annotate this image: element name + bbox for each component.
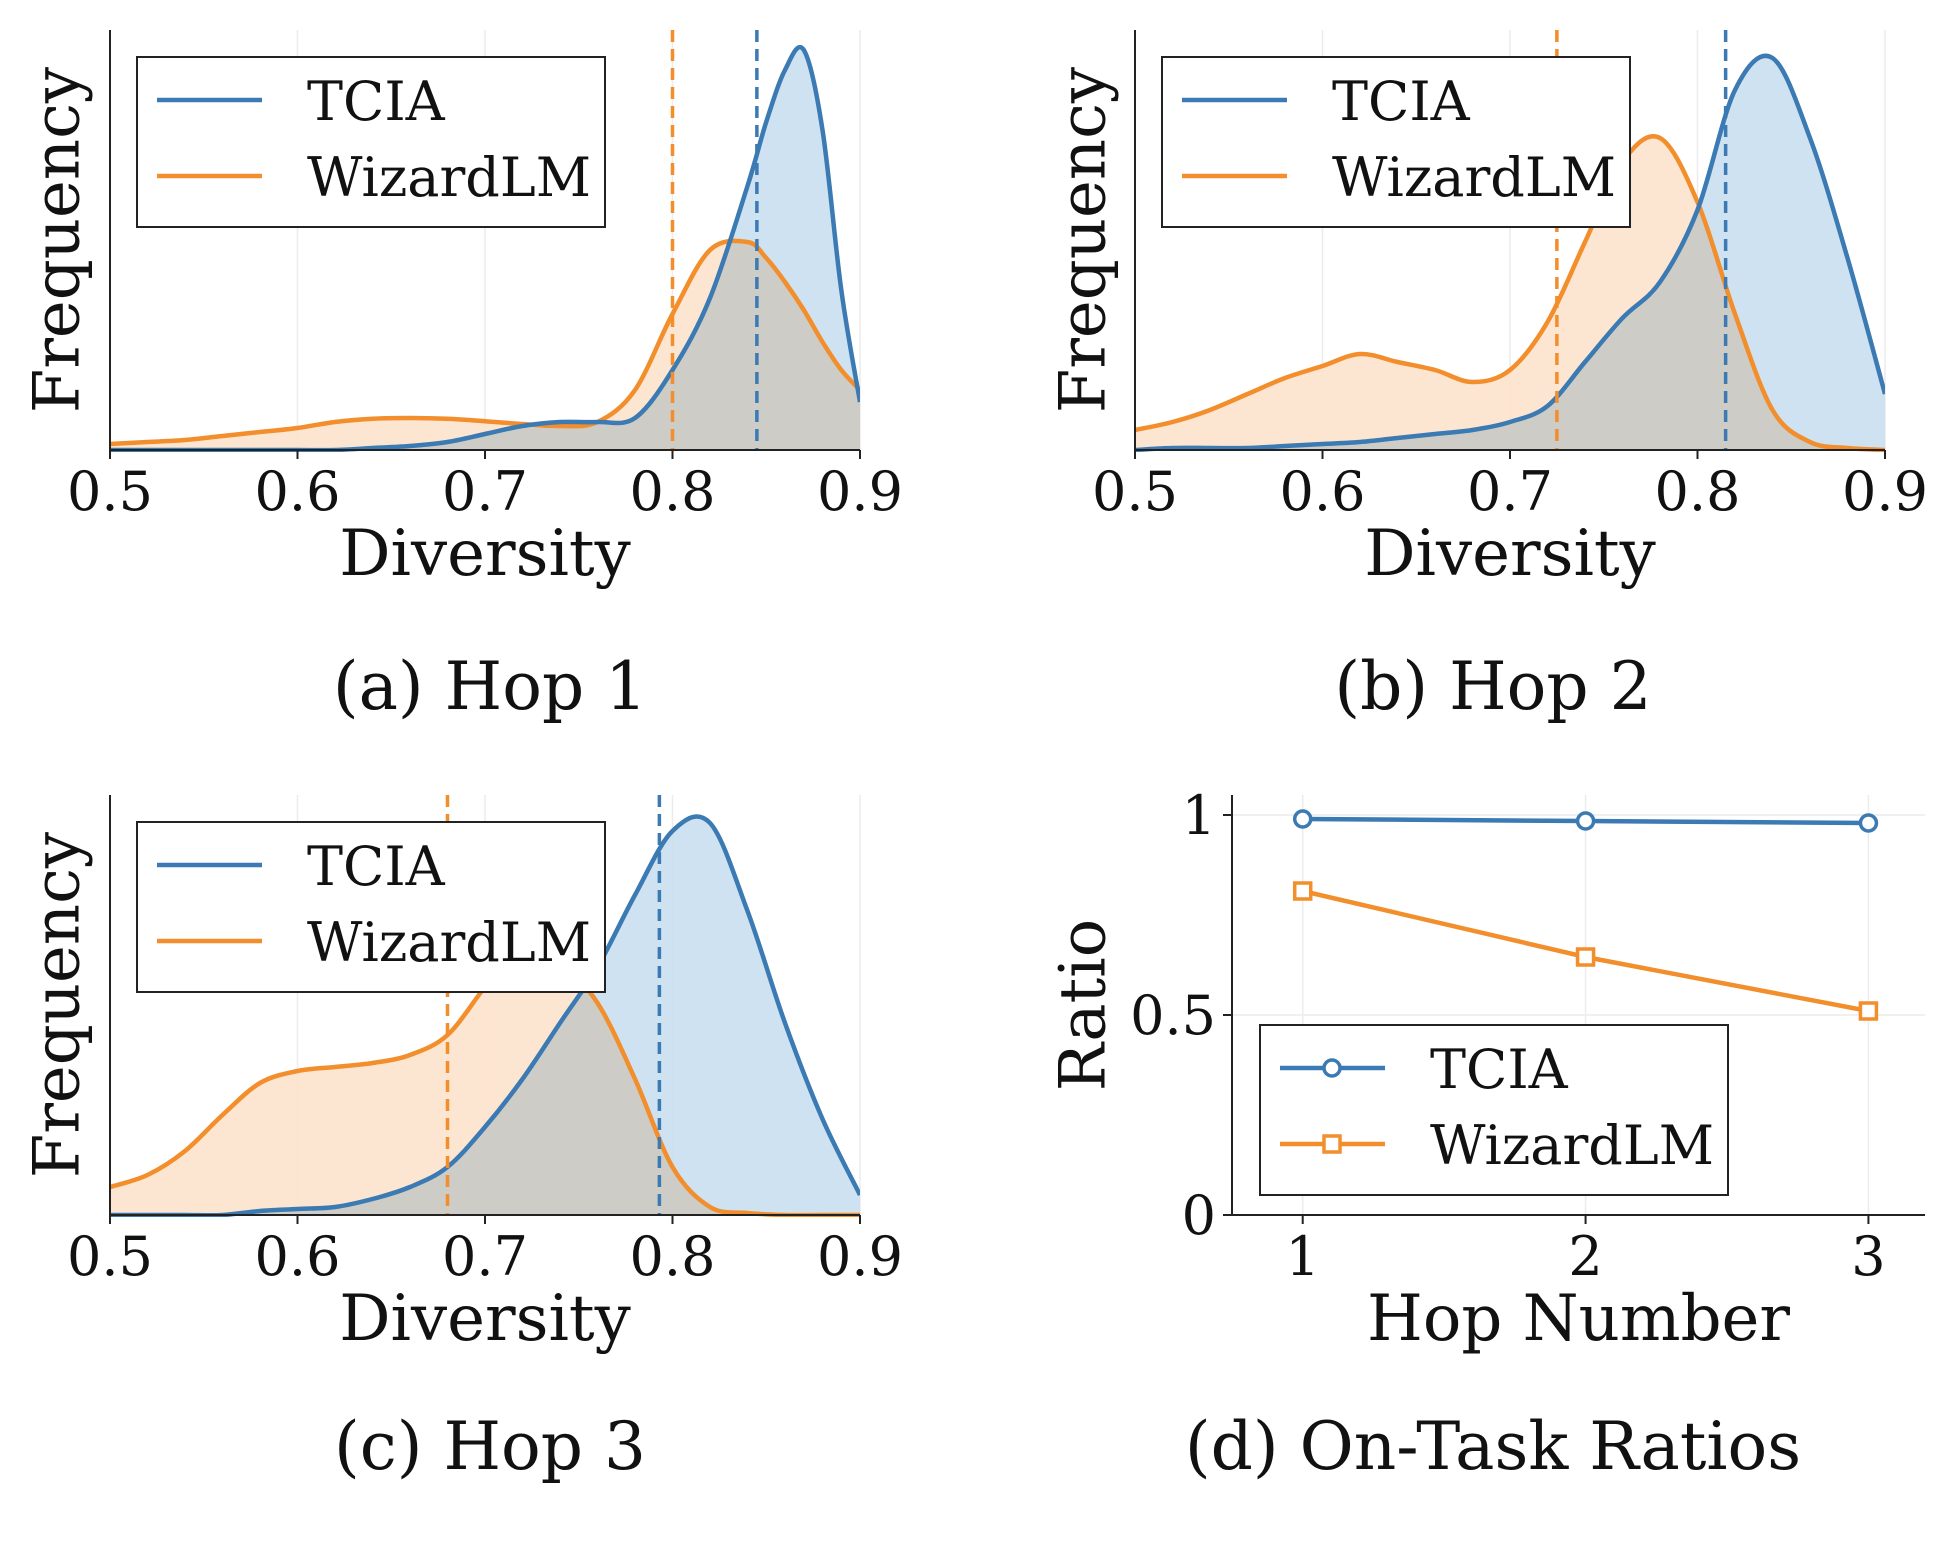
data-point-wizardlm bbox=[1575, 947, 1596, 967]
x-tick-label: 0.5 bbox=[1092, 460, 1178, 523]
x-tick-label: 0.8 bbox=[630, 1225, 716, 1288]
density-fill-tcia bbox=[110, 816, 860, 1216]
x-tick-label: 0.7 bbox=[442, 460, 528, 523]
caption-d: (d) On-Task Ratios bbox=[1184, 1408, 1802, 1485]
data-point-tcia bbox=[1292, 809, 1313, 829]
plot-area bbox=[1135, 53, 1885, 452]
density-line-tcia bbox=[1135, 53, 1885, 452]
y-tick-label: 0 bbox=[1182, 1184, 1216, 1247]
y-axis-label: Ratio bbox=[1047, 919, 1121, 1092]
legend: TCIA WizardLM bbox=[1161, 56, 1631, 228]
legend: TCIA WizardLM bbox=[136, 821, 606, 993]
legend-label-tcia: TCIA bbox=[1332, 70, 1471, 133]
x-tick-label: 0.7 bbox=[1467, 460, 1553, 523]
legend: TCIA WizardLM bbox=[136, 56, 606, 228]
legend-marker-tcia bbox=[1322, 1058, 1342, 1078]
legend-label-wizardlm: WizardLM bbox=[307, 146, 591, 209]
x-axis-label: Diversity bbox=[339, 1282, 631, 1356]
density-fill-tcia bbox=[110, 47, 860, 451]
data-point-tcia bbox=[1575, 811, 1596, 831]
data-point-wizardlm bbox=[1292, 881, 1313, 901]
x-tick-label: 0.7 bbox=[442, 1225, 528, 1288]
legend-box bbox=[136, 56, 606, 228]
x-tick-label: 0.9 bbox=[817, 1225, 903, 1288]
x-tick-label: 0.6 bbox=[255, 1225, 341, 1288]
legend-box bbox=[136, 821, 606, 993]
y-tick-label: 0.5 bbox=[1130, 984, 1216, 1047]
x-tick-label: 3 bbox=[1851, 1225, 1885, 1288]
x-axis-label: Diversity bbox=[1364, 517, 1656, 591]
legend-label-wizardlm: WizardLM bbox=[1430, 1114, 1714, 1177]
x-tick-label: 0.8 bbox=[1655, 460, 1741, 523]
density-line-wizardlm bbox=[110, 238, 860, 447]
legend-label-wizardlm: WizardLM bbox=[307, 911, 591, 974]
data-point-tcia bbox=[1858, 813, 1879, 833]
density-fill-tcia bbox=[1135, 55, 1885, 451]
x-tick-label: 0.5 bbox=[67, 1225, 153, 1288]
caption-a: (a) Hop 1 bbox=[332, 648, 648, 725]
legend-label-tcia: TCIA bbox=[307, 835, 446, 898]
legend-label-tcia: TCIA bbox=[1430, 1038, 1569, 1101]
x-tick-label: 1 bbox=[1286, 1225, 1320, 1288]
density-fill-wizardlm bbox=[110, 942, 860, 1216]
y-axis-label: Frequency bbox=[21, 67, 95, 413]
legend: TCIA WizardLM bbox=[1259, 1024, 1729, 1196]
caption-b: (b) Hop 2 bbox=[1334, 648, 1652, 725]
x-tick-label: 0.6 bbox=[255, 460, 341, 523]
x-tick-label: 0.9 bbox=[817, 460, 903, 523]
chart-panel-d: 0 0.5 1 1 2 3 Hop Number Ratio TCIA WizardLM bbox=[1047, 784, 1925, 1356]
chart-panel-b: 0.5 0.6 0.7 0.8 0.9 Diversity Frequency TCIA Wiz… bbox=[1047, 30, 1928, 591]
y-axis-label: Frequency bbox=[1047, 67, 1121, 413]
legend-label-tcia: TCIA bbox=[307, 70, 446, 133]
caption-c: (c) Hop 3 bbox=[334, 1408, 646, 1485]
x-tick-label: 0.6 bbox=[1280, 460, 1366, 523]
x-axis-label: Diversity bbox=[339, 517, 631, 591]
density-line-tcia bbox=[110, 814, 860, 1217]
x-axis-label: Hop Number bbox=[1367, 1282, 1790, 1356]
chart-panel-a: 0.5 0.6 0.7 0.8 0.9 Diversity Frequency TCIA Wiz… bbox=[21, 30, 903, 591]
data-point-wizardlm bbox=[1858, 1001, 1879, 1021]
legend-box bbox=[1161, 56, 1631, 228]
x-tick-label: 0.8 bbox=[630, 460, 716, 523]
legend-marker-wizardlm bbox=[1322, 1134, 1342, 1154]
legend-label-wizardlm: WizardLM bbox=[1332, 146, 1616, 209]
chart-panel-c: 0.5 0.6 0.7 0.8 0.9 Diversity Frequency TCIA Wiz… bbox=[21, 795, 903, 1356]
legend-box bbox=[1259, 1024, 1729, 1196]
y-tick-label: 1 bbox=[1182, 784, 1216, 847]
x-tick-label: 0.9 bbox=[1842, 460, 1928, 523]
x-tick-label: 0.5 bbox=[67, 460, 153, 523]
x-tick-label: 2 bbox=[1568, 1225, 1602, 1288]
density-line-wizardlm bbox=[1135, 134, 1885, 452]
y-axis-label: Frequency bbox=[21, 832, 95, 1178]
